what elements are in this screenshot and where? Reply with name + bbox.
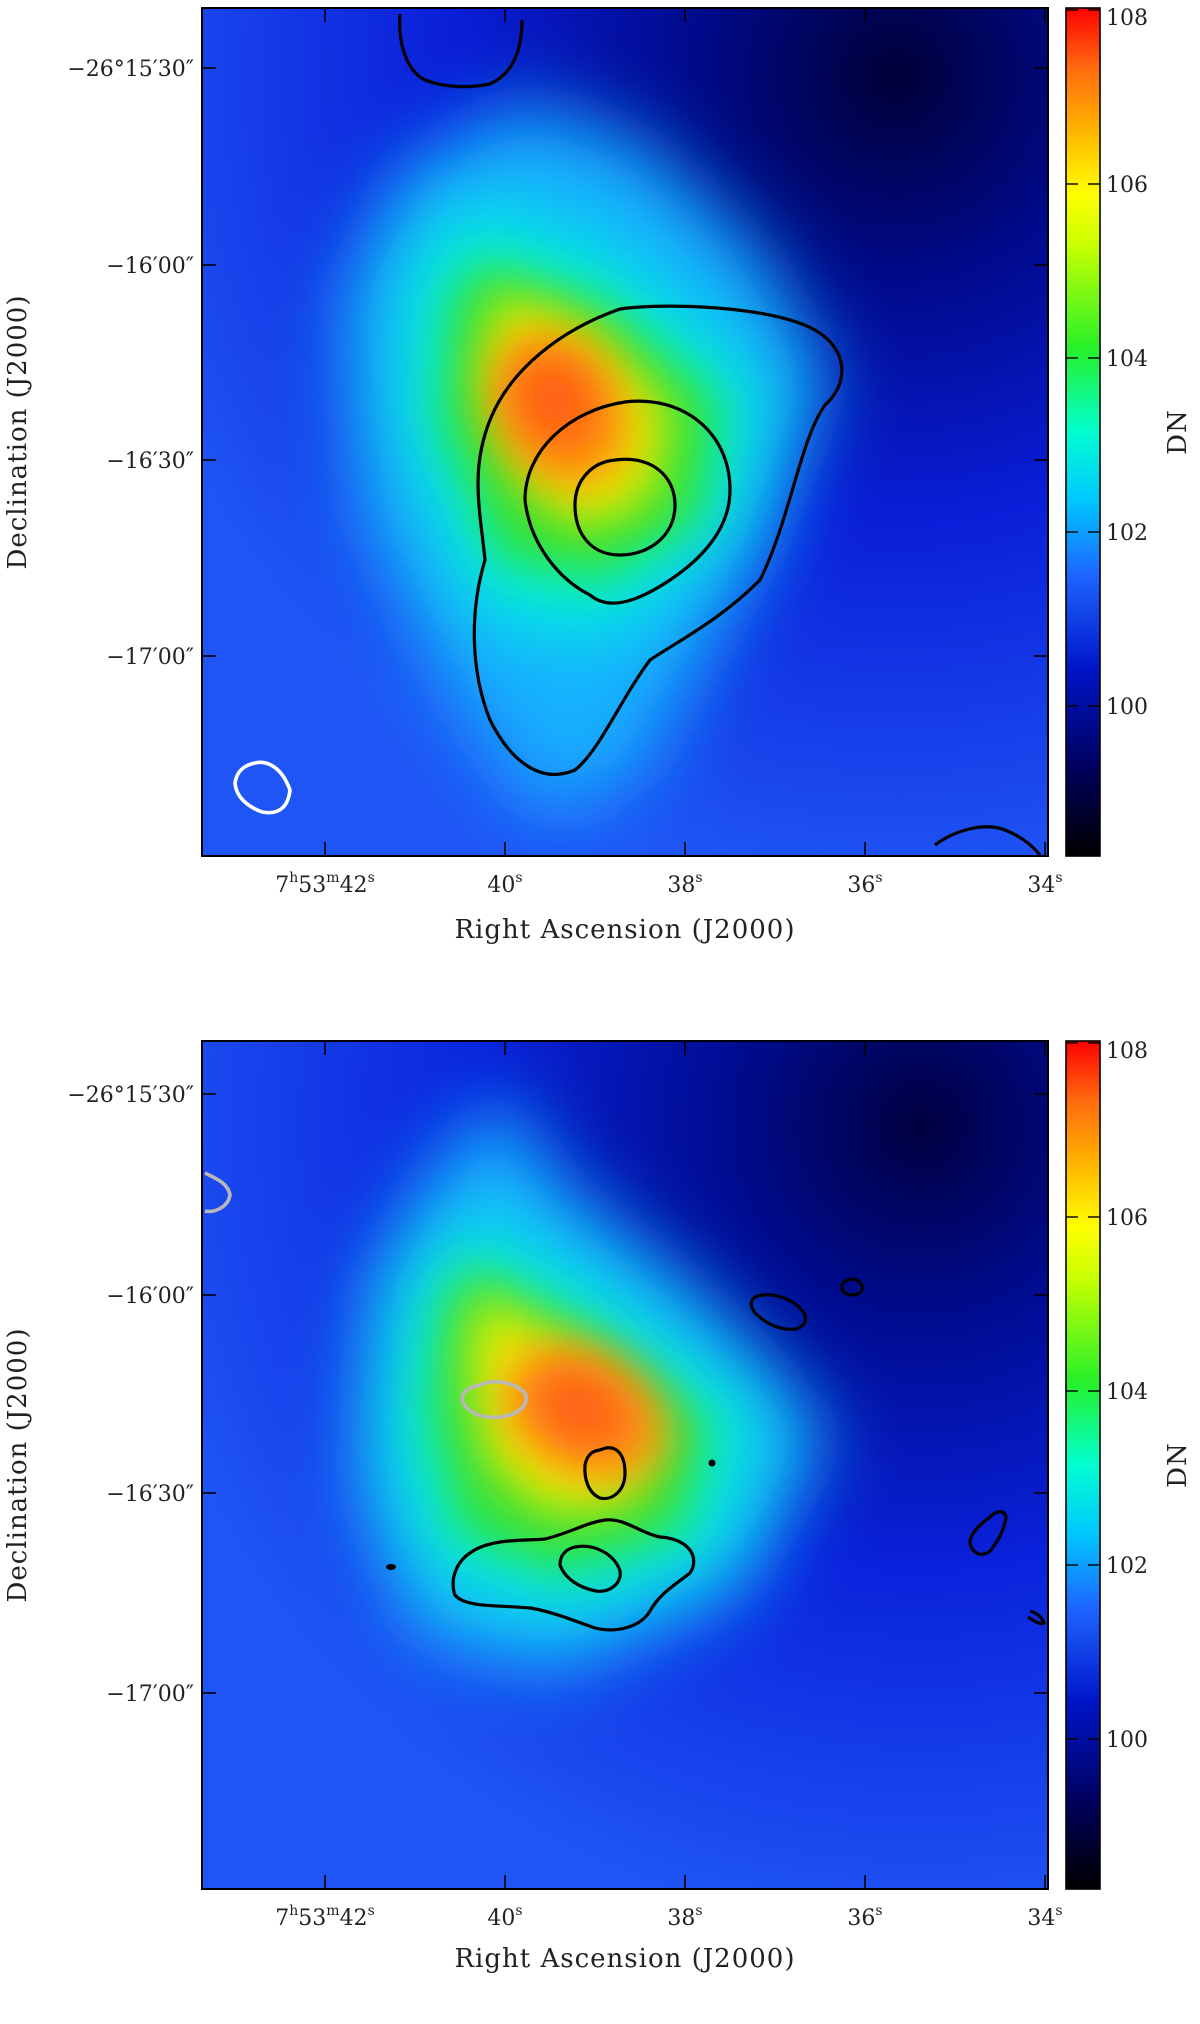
bottom-contour-ne-2 — [840, 1277, 864, 1297]
bottom-colorbar — [1066, 1041, 1100, 1889]
bottom-contour-dot — [386, 1564, 396, 1570]
bottom-colorbar-tick-label: 108 — [1106, 1039, 1148, 1064]
top-contour-outer — [472, 304, 844, 776]
top-contour-middle — [523, 399, 732, 605]
bottom-y-axis-label: Declination (J2000) — [3, 1328, 33, 1603]
bottom-x-axis-label: Right Ascension (J2000) — [454, 1944, 795, 1974]
top-ytick-label: −17′00″ — [106, 645, 194, 670]
bottom-xtick-label: 38s — [667, 1903, 702, 1931]
bottom-ytick-label: −16′30″ — [106, 1482, 194, 1507]
top-ytick-label: −16′30″ — [106, 449, 194, 474]
bottom-contour-ne-1 — [749, 1293, 808, 1331]
bottom-ytick-label: −16′00″ — [106, 1284, 194, 1309]
top-plot-frame — [201, 7, 1049, 857]
bottom-xtick-label: 34s — [1027, 1903, 1062, 1931]
bottom-contour-east-1 — [968, 1510, 1008, 1556]
top-colorbar-tick-label: 102 — [1106, 521, 1148, 546]
bottom-contour-south — [451, 1518, 696, 1632]
bottom-grey-contours — [204, 1171, 528, 1420]
top-contours — [398, 13, 1042, 856]
top-x-axis-label: Right Ascension (J2000) — [454, 915, 795, 945]
top-contour-white — [233, 760, 292, 815]
bottom-ytick-label: −17′00″ — [106, 1682, 194, 1707]
top-tick-marks — [202, 8, 1048, 856]
top-colorbar-ticks — [1066, 9, 1100, 707]
bottom-ytick-label: −26°15′30″ — [67, 1083, 194, 1108]
bottom-colorbar-tick-label: 104 — [1106, 1380, 1148, 1405]
bottom-chart: −26°15′30″ −16′00″ −16′30″ −17′00″ 7h53m… — [3, 1039, 1193, 1974]
bottom-contour-south-inner — [558, 1544, 622, 1593]
top-ytick-label: −26°15′30″ — [67, 57, 194, 82]
top-contour-southeast — [934, 825, 1042, 856]
top-xtick-label: 34s — [1027, 870, 1062, 898]
top-colorbar — [1066, 8, 1100, 856]
bottom-intensity-map — [202, 1041, 1048, 1889]
top-colorbar-tick-label: 106 — [1106, 173, 1148, 198]
top-xtick-label: 40s — [487, 870, 522, 898]
bottom-contours — [451, 1277, 1046, 1632]
top-colorbar-tick-label: 108 — [1106, 6, 1148, 31]
bottom-contour-grey-center — [460, 1380, 528, 1420]
top-colorbar-tick-label: 100 — [1106, 695, 1148, 720]
top-colorbar-tick-label: 104 — [1106, 347, 1148, 372]
top-xtick-label: 38s — [667, 870, 702, 898]
top-xtick-label: 7h53m42s — [275, 870, 375, 898]
top-colorbar-frame — [1065, 7, 1101, 857]
bottom-plot-frame — [201, 1040, 1049, 1890]
bottom-contour-peak — [583, 1446, 627, 1501]
bottom-xtick-label: 36s — [847, 1903, 882, 1931]
bottom-contour-grey-left — [204, 1171, 232, 1214]
bottom-colorbar-ticks — [1066, 1042, 1100, 1740]
top-xtick-label: 36s — [847, 870, 882, 898]
bottom-colorbar-tick-label: 106 — [1106, 1206, 1148, 1231]
bottom-contour-dot — [708, 1459, 716, 1467]
bottom-colorbar-tick-label: 102 — [1106, 1554, 1148, 1579]
top-colorbar-label: DN — [1163, 409, 1193, 455]
top-contour-north — [398, 13, 524, 89]
bottom-contour-east-2 — [1027, 1609, 1046, 1626]
top-intensity-map — [202, 8, 1048, 856]
top-ytick-label: −16′00″ — [106, 254, 194, 279]
bottom-colorbar-frame — [1065, 1040, 1101, 1890]
bottom-panel: −26°15′30″ −16′00″ −16′30″ −17′00″ 7h53m… — [0, 1033, 1200, 2024]
bottom-xtick-label: 40s — [487, 1903, 522, 1931]
bottom-colorbar-tick-label: 100 — [1106, 1728, 1148, 1753]
top-y-axis-label: Declination (J2000) — [3, 295, 33, 570]
top-panel: −26°15′30″ −16′00″ −16′30″ −17′00″ 7h53m… — [0, 0, 1200, 991]
top-contour-inner — [573, 457, 677, 557]
bottom-colorbar-label: DN — [1163, 1442, 1193, 1488]
top-chart: −26°15′30″ −16′00″ −16′30″ −17′00″ 7h53m… — [3, 6, 1193, 945]
bottom-xtick-label: 7h53m42s — [275, 1903, 375, 1931]
bottom-tick-marks — [202, 1041, 1048, 1889]
